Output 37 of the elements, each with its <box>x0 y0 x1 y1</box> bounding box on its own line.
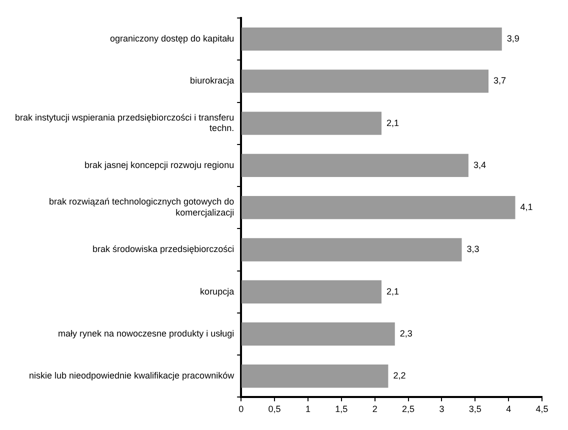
x-tick-label: 0,5 <box>268 404 281 414</box>
data-label: 2,2 <box>393 370 406 381</box>
y-tick-label: biurokracja <box>190 76 234 86</box>
y-tick-label: niskie lub nieodpowiednie kwalifikacje pracowników <box>28 370 235 381</box>
x-tick-label: 1 <box>305 404 310 414</box>
x-tick-label: 3,5 <box>468 404 482 414</box>
bar <box>242 196 516 220</box>
bar <box>242 280 382 304</box>
y-tick-label: korupcja <box>200 286 234 296</box>
y-tick-label: brak jasnej koncepcji rozwoju regionu <box>84 160 234 170</box>
data-label: 3,7 <box>494 76 506 86</box>
y-tick-label: mały rynek na nowoczesne produkty i usługi <box>58 328 234 338</box>
data-label: 2,3 <box>400 328 412 338</box>
bar <box>242 112 382 135</box>
x-tick-label: 4 <box>506 404 512 414</box>
bar <box>242 238 462 262</box>
data-label: 3,4 <box>473 160 486 170</box>
bar <box>242 27 502 51</box>
x-tick-label: 0 <box>238 404 244 414</box>
bar <box>242 154 468 178</box>
bar <box>242 364 388 388</box>
data-label: 2,1 <box>386 118 400 128</box>
x-tick-label: 2,5 <box>402 404 415 414</box>
x-tick-label: 2 <box>372 404 378 414</box>
data-label: 3,3 <box>466 244 480 254</box>
y-tick-label: brak rozwiązań technologicznych gotowych do komercjalizacji <box>48 196 234 218</box>
data-label: 4,1 <box>520 202 533 212</box>
y-tick-label: ograniczony dostęp do kapitału <box>110 34 234 44</box>
y-tick-label: brak instytucji wspierania przedsiębiorczości i transferu techn. <box>14 112 234 134</box>
data-label: 2,1 <box>386 286 400 296</box>
bar <box>242 322 395 346</box>
x-tick-label: 4,5 <box>536 404 548 414</box>
y-tick-label: brak środowiska przedsiębiorczości <box>92 244 234 254</box>
bar <box>242 70 489 93</box>
x-tick-label: 3 <box>439 404 444 414</box>
data-label: 3,9 <box>506 34 520 44</box>
x-tick-label: 1,5 <box>335 404 348 414</box>
